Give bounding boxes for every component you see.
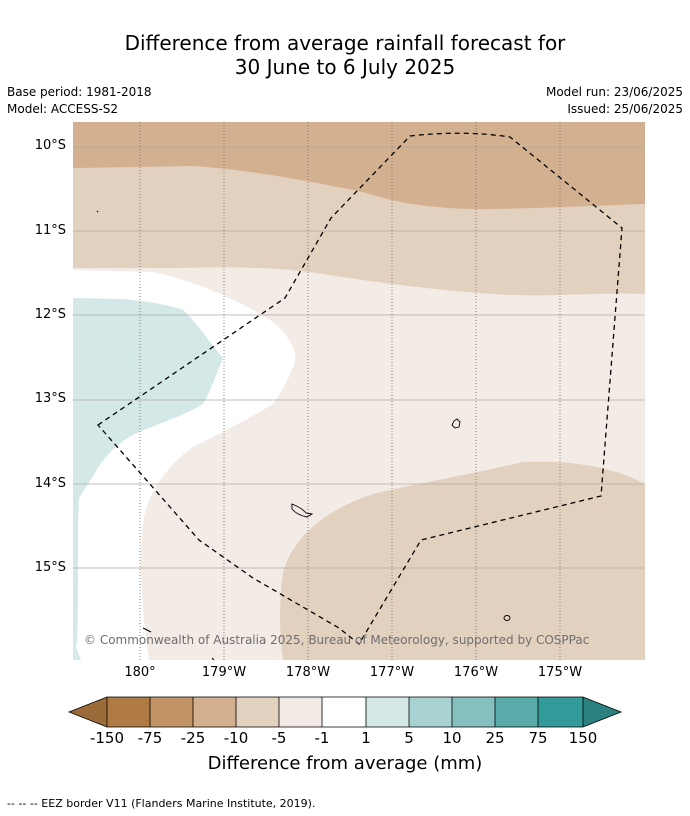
island-south: [503, 615, 511, 621]
lat-label: 10°S: [34, 138, 66, 153]
meta-right: Model run: 23/06/2025 Issued: 25/06/2025: [546, 84, 683, 118]
colorbar-cell: [583, 697, 621, 727]
colorbar-tick: -25: [180, 729, 206, 747]
lat-label: 14°S: [34, 476, 66, 491]
lon-label: 177°W: [369, 665, 415, 680]
colorbar-cell: [193, 697, 236, 727]
colorbar-tick: 25: [485, 729, 505, 747]
rainfall-map: [73, 122, 645, 660]
colorbar-tick: 5: [404, 729, 414, 747]
colorbar-cell: [366, 697, 409, 727]
lon-label: 179°W: [201, 665, 247, 680]
colorbar-cell: [279, 697, 322, 727]
island-bottom: [211, 657, 215, 660]
colorbar-cell: [236, 697, 279, 727]
colorbar: [68, 696, 623, 728]
island-northwest: [96, 210, 99, 213]
base-period: Base period: 1981-2018: [7, 85, 152, 99]
colorbar-tick: -75: [137, 729, 163, 747]
lat-gridlines: [73, 146, 645, 569]
lon-label: 176°W: [453, 665, 499, 680]
lat-label: 12°S: [34, 307, 66, 322]
lon-label: 180°: [124, 665, 156, 680]
lat-label: 13°S: [34, 391, 66, 406]
contour-plus1-5: [73, 298, 223, 660]
colorbar-cell: [538, 697, 583, 727]
colorbar-tick: -1: [314, 729, 330, 747]
eez-legend-note: -- -- -- EEZ border V11 (Flanders Marine…: [7, 797, 316, 810]
contour-plus1-5-corner: [73, 640, 81, 660]
colorbar-cell: [495, 697, 538, 727]
colorbar-title: Difference from average (mm): [207, 753, 483, 774]
title-line-2: 30 June to 6 July 2025: [234, 55, 456, 79]
colorbar-tick: 75: [528, 729, 548, 747]
island-northeast: [451, 418, 461, 429]
contour-minus10-south: [280, 461, 645, 660]
colorbar-cell: [107, 697, 150, 727]
map-title: Difference from average rainfall forecas…: [0, 31, 690, 79]
copyright-notice: © Commonwealth of Australia 2025, Bureau…: [84, 633, 590, 647]
lon-label: 175°W: [537, 665, 583, 680]
colorbar-cell: [322, 697, 366, 727]
meta-left: Base period: 1981-2018 Model: ACCESS-S2: [7, 84, 152, 118]
lat-label: 11°S: [34, 223, 66, 238]
model-name: Model: ACCESS-S2: [7, 102, 119, 116]
colorbar-tick: -150: [89, 729, 125, 747]
colorbar-cell: [69, 697, 107, 727]
title-line-1: Difference from average rainfall forecas…: [124, 31, 566, 55]
issued-date: Issued: 25/06/2025: [567, 102, 683, 116]
colorbar-tick: -10: [223, 729, 249, 747]
lat-label: 15°S: [34, 560, 66, 575]
colorbar-tick: 1: [361, 729, 371, 747]
colorbar-tick: -5: [271, 729, 287, 747]
island-southwest: [142, 627, 152, 633]
island-west: [291, 503, 314, 518]
colorbar-tick: 150: [568, 729, 598, 747]
colorbar-tick: 10: [442, 729, 462, 747]
colorbar-dividers: [68, 696, 623, 728]
colorbar-cell: [452, 697, 495, 727]
colorbar-cell: [409, 697, 452, 727]
contour-minus25-north: [73, 122, 645, 210]
colorbar-cell: [150, 697, 193, 727]
lon-label: 178°W: [285, 665, 331, 680]
eez-border: [97, 132, 623, 645]
model-run: Model run: 23/06/2025: [545, 85, 683, 99]
